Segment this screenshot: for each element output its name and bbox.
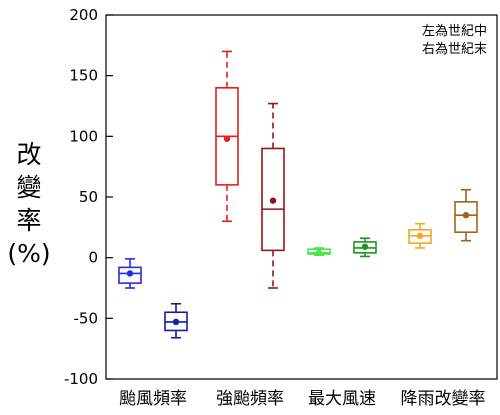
y-tick-label: 0 [88,249,98,267]
y-axis-label-line: 改 [16,140,42,169]
x-category-label: 颱風頻率 [119,389,187,409]
mean-dot [126,270,134,277]
box-3-right [454,188,478,242]
x-category-label: 降雨改變率 [401,389,486,409]
y-tick-label: 50 [79,188,98,206]
box-2-left [307,247,331,257]
legend-entry: 右為世紀末 [422,41,487,57]
box-iqr [261,147,285,252]
mean-dot [223,135,231,142]
x-category-label: 強颱頻率 [216,389,284,409]
y-tick-label: 100 [69,127,98,145]
box-iqr [118,266,142,284]
y-tick-label: -50 [74,309,99,327]
box-2-right [353,237,377,258]
box-1-left [215,50,239,223]
box-0-left [118,258,142,289]
y-tick-label: 150 [69,67,98,85]
y-axis-label-line: (%) [7,239,51,268]
mean-dot [416,232,424,240]
box-1-right [261,102,285,289]
y-axis-label-line: 率 [16,206,42,235]
mean-dot [361,243,369,250]
y-tick-label: -100 [64,370,98,388]
y-tick-label: 200 [69,6,98,24]
mean-dot [172,318,180,326]
legend-entry: 左為世紀中 [422,23,487,39]
y-axis-label-line: 變 [16,173,42,202]
mean-dot [269,197,277,204]
y-axis-label: 改 變 率 (%) [0,138,58,270]
mean-dot [462,212,470,219]
box-3-left [408,222,432,249]
x-category-label: 最大風速 [308,389,376,409]
box-0-right [164,302,188,339]
mean-dot [315,249,323,257]
box-iqr [454,201,478,233]
